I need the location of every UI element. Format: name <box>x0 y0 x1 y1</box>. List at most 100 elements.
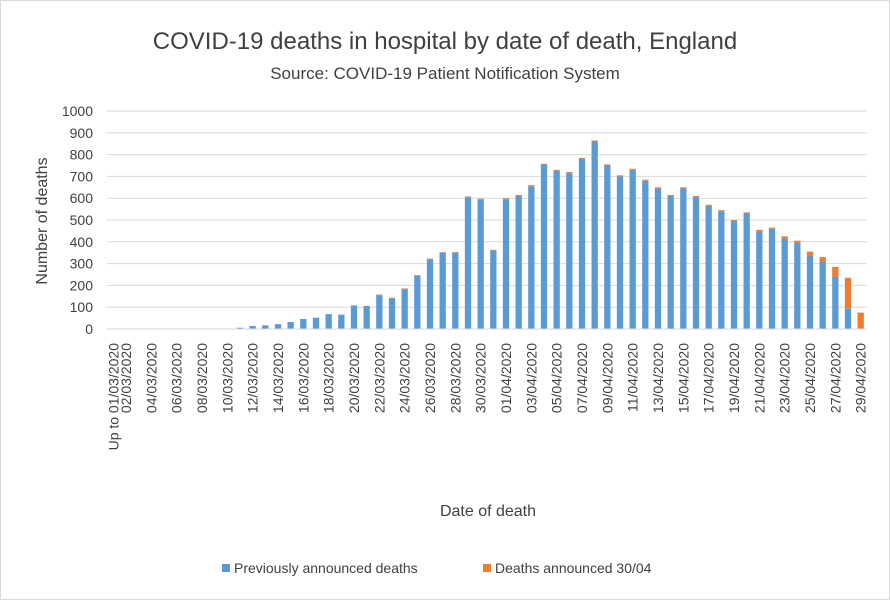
y-axis-ticks: 0 100 200 300 400 500 600 700 800 900 1000 <box>62 103 93 337</box>
bar-announced-30-04 <box>591 140 598 142</box>
bar-announced-30-04 <box>806 251 814 256</box>
y-axis-title: Number of deaths <box>34 157 51 284</box>
x-tick-label: 14/03/2020 <box>270 343 286 413</box>
x-tick-label: 18/03/2020 <box>321 343 337 413</box>
bar-previously-announced <box>768 228 776 329</box>
x-tick-label: 17/04/2020 <box>701 343 717 413</box>
x-tick-label: 05/04/2020 <box>549 343 565 413</box>
x-tick-label: 16/03/2020 <box>295 343 311 413</box>
bar-previously-announced <box>401 289 408 329</box>
bar-previously-announced <box>312 317 320 329</box>
bar-announced-30-04 <box>768 227 776 229</box>
bar-previously-announced <box>236 327 244 329</box>
bar-announced-30-04 <box>756 229 763 232</box>
bar-previously-announced <box>616 176 624 329</box>
bar-previously-announced <box>680 188 687 329</box>
x-tick-label: 28/03/2020 <box>447 343 463 413</box>
bar-previously-announced <box>249 325 256 329</box>
bar-previously-announced <box>832 276 839 329</box>
bar-announced-30-04 <box>844 277 852 309</box>
bar-announced-30-04 <box>730 220 738 222</box>
x-tick-label: Up to 01/03/2020 <box>105 343 121 451</box>
bar-announced-30-04 <box>439 252 446 253</box>
bar-announced-30-04 <box>743 212 750 214</box>
bar-previously-announced <box>376 295 383 329</box>
bar-previously-announced <box>806 255 814 329</box>
x-tick-label: 22/03/2020 <box>371 343 387 413</box>
x-tick-label: 20/03/2020 <box>346 343 362 413</box>
bar-previously-announced <box>414 275 421 329</box>
x-tick-label: 27/04/2020 <box>827 343 843 413</box>
bar-announced-30-04 <box>502 198 510 200</box>
bar-previously-announced <box>528 186 535 329</box>
bar-previously-announced <box>718 211 725 329</box>
bar-previously-announced <box>566 173 573 329</box>
x-tick-label: 03/04/2020 <box>523 343 539 413</box>
bar-announced-30-04 <box>604 164 611 166</box>
bar-previously-announced <box>730 221 738 329</box>
x-tick-label: 11/04/2020 <box>625 343 641 412</box>
bar-announced-30-04 <box>832 266 839 277</box>
bar-previously-announced <box>781 238 788 329</box>
x-tick-label: 30/03/2020 <box>473 343 489 413</box>
bar-previously-announced <box>477 199 484 329</box>
bar-previously-announced <box>388 298 396 329</box>
bar-announced-30-04 <box>490 249 497 251</box>
bar-announced-30-04 <box>718 210 725 212</box>
x-tick-label: 12/03/2020 <box>245 343 261 413</box>
bar-announced-30-04 <box>578 157 586 159</box>
bar-announced-30-04 <box>794 240 801 243</box>
legend: Previously announced deaths Deaths annou… <box>222 560 652 576</box>
chart-subtitle: Source: COVID-19 Patient Notification Sy… <box>270 64 620 83</box>
bar-previously-announced <box>338 314 345 329</box>
bar-previously-announced <box>464 197 472 329</box>
bar-previously-announced <box>515 196 522 329</box>
bar-previously-announced <box>578 158 586 329</box>
bar-announced-30-04 <box>705 204 712 206</box>
x-tick-label: 10/03/2020 <box>219 343 235 413</box>
y-tick-label: 200 <box>70 277 94 293</box>
x-tick-label: 07/04/2020 <box>574 343 590 413</box>
bar-previously-announced <box>743 213 750 329</box>
bars <box>224 140 864 329</box>
x-tick-label: 06/03/2020 <box>169 343 185 413</box>
bar-previously-announced <box>692 197 700 329</box>
x-tick-label: 08/03/2020 <box>194 343 210 413</box>
bar-announced-30-04 <box>616 175 624 177</box>
bar-previously-announced <box>502 199 510 329</box>
legend-swatch-previously-announced <box>222 564 230 572</box>
bar-previously-announced <box>705 205 712 329</box>
bar-announced-30-04 <box>528 185 535 187</box>
bar-announced-30-04 <box>566 172 573 174</box>
y-tick-label: 1000 <box>62 103 93 119</box>
bar-announced-30-04 <box>857 312 864 329</box>
y-tick-label: 700 <box>70 168 94 184</box>
x-tick-label: 04/03/2020 <box>143 343 159 413</box>
bar-previously-announced <box>287 322 294 329</box>
gridlines <box>107 110 867 308</box>
y-tick-label: 400 <box>70 234 94 250</box>
bar-previously-announced <box>452 252 459 329</box>
bar-announced-30-04 <box>629 168 636 170</box>
x-tick-label: 24/03/2020 <box>397 343 413 413</box>
bar-announced-30-04 <box>642 179 649 181</box>
bar-previously-announced <box>642 180 649 329</box>
x-axis-title: Date of death <box>440 503 536 520</box>
x-tick-label: 21/04/2020 <box>751 343 767 413</box>
bar-previously-announced <box>325 314 332 329</box>
x-tick-label: 01/04/2020 <box>498 343 514 413</box>
bar-previously-announced <box>262 325 269 329</box>
bar-announced-30-04 <box>667 194 674 197</box>
bar-previously-announced <box>591 141 598 329</box>
bar-previously-announced <box>426 259 434 329</box>
x-tick-label: 26/03/2020 <box>422 343 438 413</box>
bar-previously-announced <box>553 170 560 329</box>
bar-announced-30-04 <box>819 257 826 262</box>
bar-announced-30-04 <box>464 196 472 198</box>
x-tick-label: 23/04/2020 <box>777 343 793 413</box>
bar-announced-30-04 <box>692 196 700 198</box>
x-tick-label: 15/04/2020 <box>675 343 691 413</box>
x-tick-label: 29/04/2020 <box>853 343 869 413</box>
x-tick-label: 25/04/2020 <box>802 343 818 413</box>
